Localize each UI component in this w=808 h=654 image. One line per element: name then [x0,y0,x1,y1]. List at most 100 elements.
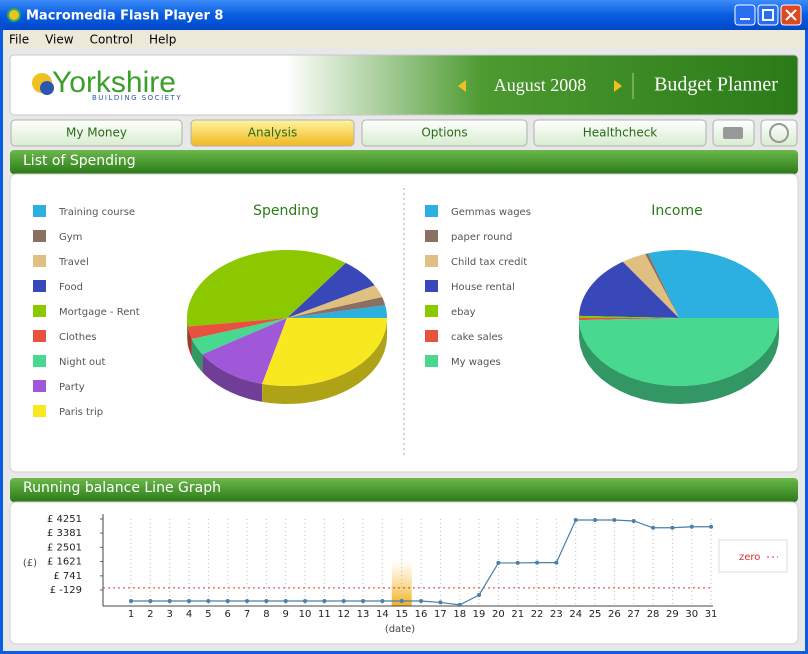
header [9,54,799,116]
window-button-glyphs [740,9,797,21]
balance-point [651,525,656,530]
legend-label: My wages [451,357,501,368]
balance-point [631,518,636,523]
x-tick-label: 24 [569,609,582,620]
balance-point [457,602,462,607]
x-tick-label: 22 [531,609,544,620]
legend-label: Gemmas wages [451,207,531,218]
balance-point [535,560,540,565]
x-tick-label: 18 [453,609,466,620]
pie-slice [262,318,387,386]
legend-box [718,539,788,573]
pie-slice [287,296,386,318]
x-tick-label: 23 [550,609,563,620]
legend-swatch [425,355,438,367]
x-tick-label: 9 [283,609,289,620]
legend-swatch [425,230,438,242]
x-tick-label: 30 [685,609,698,620]
menu-item[interactable]: Help [149,33,176,47]
y-tick-label: £ 3381 [47,528,82,539]
x-tick-label: 11 [318,609,331,620]
x-axis-label: (date) [385,624,415,635]
balance-point [225,598,230,603]
next-month-button[interactable] [614,80,622,92]
help-button[interactable] [760,119,798,147]
tab[interactable] [190,119,355,147]
tab-label: Analysis [248,126,297,140]
panel-header [10,150,798,174]
x-tick-label: 17 [434,609,447,620]
legend-label: Child tax credit [451,257,527,268]
legend-swatch [425,330,438,342]
chart-title: Spending [253,203,319,219]
logo-subtext: BUILDING SOCIETY [92,94,182,102]
legend-swatch [33,280,46,292]
y-tick-label: £ 741 [53,571,82,582]
legend-label: ebay [451,307,476,318]
pie-slice [187,250,346,327]
x-tick-label: 6 [225,609,231,620]
pie-slice [287,262,375,318]
menu-item[interactable]: File [9,33,29,47]
legend-label: cake sales [451,332,503,343]
pie-slice-side [202,354,263,402]
balance-point [361,598,366,603]
balance-point [129,598,134,603]
x-tick-label: 31 [705,609,718,620]
pie-slice [648,250,779,318]
balance-point [148,598,153,603]
legend-swatch [33,305,46,317]
x-tick-label: 26 [608,609,621,620]
pie-slice [579,318,779,386]
legend-label: Food [59,282,83,293]
balance-point [399,598,404,603]
legend-swatch [425,280,438,292]
pie-slice-side [579,318,779,404]
pie-slice [579,315,679,318]
legend-swatch [425,255,438,267]
chart-title: Income [651,203,703,219]
pie-slice [622,254,679,318]
balance-point [380,598,385,603]
menu-item[interactable]: Control [90,33,133,47]
pie-slice [187,318,287,340]
x-tick-label: 29 [666,609,679,620]
pie-slice [287,285,383,318]
pie-slice-side [187,326,192,358]
x-tick-label: 12 [337,609,350,620]
legend-label: zero [739,552,760,563]
window-title: Macromedia Flash Player 8 [26,9,223,24]
legend-swatch [33,355,46,367]
balance-point [670,525,675,530]
y-tick-label: £ -129 [50,585,82,596]
balance-point [206,598,211,603]
x-tick-label: 21 [511,609,524,620]
x-tick-label: 28 [647,609,660,620]
tab[interactable] [361,119,528,147]
legend-label: Paris trip [59,407,103,418]
balance-point [322,598,327,603]
pie-slice [579,261,679,318]
legend-label: Party [59,382,85,393]
logo-icon-dot [40,81,54,95]
balance-point [419,598,424,603]
tab-bar: My Money Analysis Options Healthcheck [10,119,707,147]
x-tick-label: 27 [627,609,640,620]
balance-point [341,598,346,603]
y-axis-label: (£) [23,558,37,569]
prev-month-button[interactable] [458,80,466,92]
maximize-button[interactable] [757,4,779,26]
tab-label: My Money [66,126,127,140]
month-label: August 2008 [494,75,587,95]
balance-point [689,524,694,529]
minimize-button[interactable] [734,4,756,26]
y-tick-label: £ 4251 [47,514,82,525]
balance-point [612,517,617,522]
balance-point [515,560,520,565]
tab[interactable] [533,119,707,147]
menu-item[interactable]: View [45,33,74,47]
legend-swatch [33,380,46,392]
tab[interactable] [10,119,183,147]
legend-label: Clothes [59,332,97,343]
